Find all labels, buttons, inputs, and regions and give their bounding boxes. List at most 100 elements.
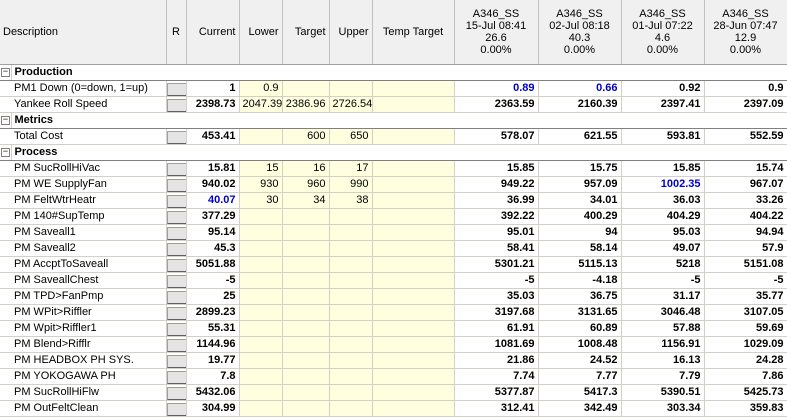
temp-target[interactable] [372,256,455,273]
row-r-cell[interactable] [166,320,187,337]
row-description[interactable]: PM SucRollHiFlw [11,384,167,401]
table-row[interactable]: Total Cost 453.41 600 650 578.07 621.55 593.81… [0,128,787,145]
temp-target[interactable] [372,80,455,97]
row-r-cell[interactable] [166,400,187,417]
row-description[interactable]: PM SucRollHiVac [11,160,167,177]
table-row[interactable]: PM SaveallChest -5 -5 -4.18 -5 -5 [0,272,787,289]
table-row[interactable]: PM WE SupplyFan 940.02 930 960 990 949.22 957.… [0,176,787,193]
row-r-button[interactable] [166,322,185,336]
section-toggle[interactable]: − [0,64,12,81]
row-description[interactable]: PM Wpit>Riffler1 [11,320,167,337]
lower-limit[interactable] [239,400,283,417]
lower-limit[interactable] [239,384,283,401]
target-value[interactable] [282,208,330,225]
collapse-icon[interactable]: − [1,145,10,157]
table-row[interactable]: PM OutFeltClean 304.99 312.41 342.49 303.34 3… [0,400,787,417]
upper-limit[interactable] [329,336,373,353]
row-description[interactable]: PM HEADBOX PH SYS. [11,352,167,369]
row-description[interactable]: PM Saveall1 [11,224,167,241]
table-row[interactable]: PM TPD>FanPmp 25 35.03 36.75 31.17 35.77 [0,288,787,305]
upper-limit[interactable] [329,256,373,273]
target-value[interactable] [282,320,330,337]
table-row[interactable]: PM SucRollHiFlw 5432.06 5377.87 5417.3 5390.… [0,384,787,401]
section-toggle[interactable]: − [0,144,12,161]
temp-target[interactable] [372,368,455,385]
row-r-button[interactable] [166,130,185,144]
lower-limit[interactable] [239,272,283,289]
row-r-button[interactable] [166,194,185,208]
upper-limit[interactable]: 2726.54 [329,96,373,113]
temp-target[interactable] [372,336,455,353]
row-r-button[interactable] [166,290,185,304]
row-r-button[interactable] [166,370,185,384]
temp-target[interactable] [372,240,455,257]
row-description[interactable]: PM1 Down (0=down, 1=up) [11,80,167,97]
upper-limit[interactable] [329,288,373,305]
lower-limit[interactable] [239,256,283,273]
upper-limit[interactable] [329,240,373,257]
target-value[interactable] [282,240,330,257]
row-description[interactable]: PM AccptToSaveall [11,256,167,273]
target-value[interactable] [282,352,330,369]
temp-target[interactable] [372,352,455,369]
table-row[interactable]: PM AccptToSaveall 5051.88 5301.21 5115.13 52… [0,256,787,273]
row-r-button[interactable] [166,338,185,352]
temp-target[interactable] [372,208,455,225]
row-r-cell[interactable] [166,176,187,193]
row-r-cell[interactable] [166,208,187,225]
target-value[interactable] [282,224,330,241]
target-value[interactable] [282,272,330,289]
lower-limit[interactable]: 15 [239,160,283,177]
upper-limit[interactable] [329,304,373,321]
temp-target[interactable] [372,96,455,113]
temp-target[interactable] [372,224,455,241]
row-r-cell[interactable] [166,160,187,177]
target-value[interactable] [282,256,330,273]
temp-target[interactable] [372,128,455,145]
temp-target[interactable] [372,176,455,193]
row-r-button[interactable] [166,226,185,240]
lower-limit[interactable] [239,208,283,225]
row-r-button[interactable] [166,402,185,416]
row-r-cell[interactable] [166,96,187,113]
lower-limit[interactable] [239,336,283,353]
collapse-icon[interactable]: − [1,65,10,77]
row-r-cell[interactable] [166,352,187,369]
column-header-sample-3[interactable]: A346_SS 01-Jul 07:22 4.6 0.00% [621,0,705,65]
row-description[interactable]: PM TPD>FanPmp [11,288,167,305]
upper-limit[interactable] [329,272,373,289]
table-row[interactable]: PM SucRollHiVac 15.81 15 16 17 15.85 15.75 15.8… [0,160,787,177]
lower-limit[interactable] [239,288,283,305]
lower-limit[interactable] [239,368,283,385]
target-value[interactable]: 600 [282,128,330,145]
table-row[interactable]: Yankee Roll Speed 2398.73 2047.39 2386.96 27… [0,96,787,113]
row-r-button[interactable] [166,258,185,272]
row-r-button[interactable] [166,354,185,368]
row-r-button[interactable] [166,178,185,192]
section-toggle[interactable]: − [0,112,12,129]
target-value[interactable] [282,336,330,353]
row-description[interactable]: PM FeltWtrHeatr [11,192,167,209]
column-header-current[interactable]: Current [186,0,240,65]
row-r-button[interactable] [166,242,185,256]
lower-limit[interactable] [239,352,283,369]
target-value[interactable]: 16 [282,160,330,177]
row-r-cell[interactable] [166,128,187,145]
upper-limit[interactable] [329,80,373,97]
lower-limit[interactable] [239,304,283,321]
upper-limit[interactable]: 38 [329,192,373,209]
row-r-cell[interactable] [166,80,187,97]
table-row[interactable]: PM Saveall1 95.14 95.01 94 95.03 94.94 [0,224,787,241]
table-row[interactable]: PM1 Down (0=down, 1=up) 1 0.9 0.89 0.66 0.92 0… [0,80,787,97]
lower-limit[interactable] [239,224,283,241]
upper-limit[interactable] [329,352,373,369]
lower-limit[interactable]: 30 [239,192,283,209]
row-description[interactable]: Yankee Roll Speed [11,96,167,113]
row-description[interactable]: Total Cost [11,128,167,145]
target-value[interactable] [282,400,330,417]
row-description[interactable]: PM Blend>Rifflr [11,336,167,353]
upper-limit[interactable]: 650 [329,128,373,145]
target-value[interactable]: 960 [282,176,330,193]
table-row[interactable]: PM 140#SupTemp 377.29 392.22 400.29 404.29 40… [0,208,787,225]
temp-target[interactable] [372,272,455,289]
